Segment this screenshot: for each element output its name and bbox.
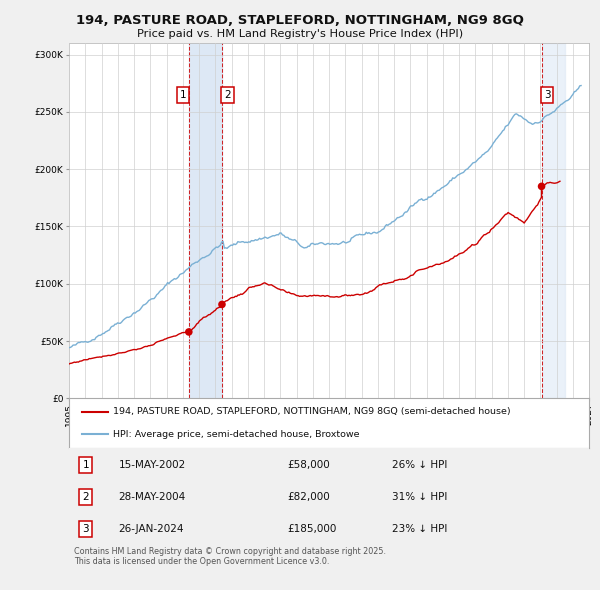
Text: 26% ↓ HPI: 26% ↓ HPI [392,460,447,470]
Text: 2: 2 [82,491,89,502]
Text: 2: 2 [224,90,231,100]
Bar [542,43,565,398]
Text: 15-MAY-2002: 15-MAY-2002 [118,460,185,470]
Point [184,327,194,337]
Text: 3: 3 [544,90,551,100]
Bar [189,43,222,398]
Text: £58,000: £58,000 [287,460,330,470]
Text: 26-JAN-2024: 26-JAN-2024 [118,524,184,534]
Text: 28-MAY-2004: 28-MAY-2004 [118,491,185,502]
Text: HPI: Average price, semi-detached house, Broxtowe: HPI: Average price, semi-detached house,… [113,430,360,439]
Text: 194, PASTURE ROAD, STAPLEFORD, NOTTINGHAM, NG9 8GQ: 194, PASTURE ROAD, STAPLEFORD, NOTTINGHA… [76,14,524,27]
Text: Contains HM Land Registry data © Crown copyright and database right 2025.
This d: Contains HM Land Registry data © Crown c… [74,547,386,566]
Text: £185,000: £185,000 [287,524,337,534]
Text: £82,000: £82,000 [287,491,330,502]
Text: 31% ↓ HPI: 31% ↓ HPI [392,491,447,502]
Text: 1: 1 [82,460,89,470]
Text: 1: 1 [180,90,187,100]
Text: Price paid vs. HM Land Registry's House Price Index (HPI): Price paid vs. HM Land Registry's House … [137,30,463,39]
Text: 23% ↓ HPI: 23% ↓ HPI [392,524,447,534]
Point [217,300,227,309]
Point [537,182,547,191]
Text: 194, PASTURE ROAD, STAPLEFORD, NOTTINGHAM, NG9 8GQ (semi-detached house): 194, PASTURE ROAD, STAPLEFORD, NOTTINGHA… [113,407,511,416]
Text: 3: 3 [82,524,89,534]
